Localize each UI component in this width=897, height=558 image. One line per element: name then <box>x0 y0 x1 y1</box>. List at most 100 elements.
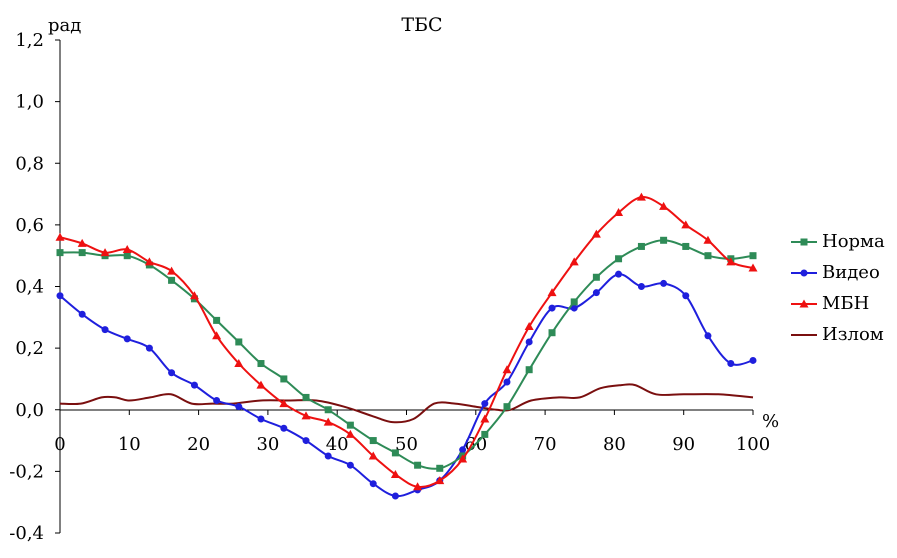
series-2 <box>56 270 757 500</box>
data-point <box>436 464 444 472</box>
data-point <box>569 257 579 266</box>
y-axis-label: рад <box>48 15 81 36</box>
y-tick-label: 0,0 <box>15 400 44 421</box>
data-point <box>324 406 332 414</box>
data-point <box>368 451 378 460</box>
data-point <box>302 437 310 445</box>
data-point <box>480 414 490 423</box>
data-point <box>749 252 757 260</box>
data-point <box>660 236 668 244</box>
data-point <box>257 360 265 368</box>
legend-swatch <box>791 238 817 245</box>
data-point <box>524 322 534 331</box>
data-point <box>101 326 109 334</box>
data-point <box>502 365 512 374</box>
data-point <box>660 279 668 287</box>
data-point <box>346 421 354 429</box>
data-point <box>212 331 222 340</box>
data-point <box>681 220 691 229</box>
x-tick-label: 100 <box>736 434 770 455</box>
data-point <box>391 492 399 500</box>
data-point <box>704 252 712 260</box>
data-point <box>369 437 377 445</box>
data-point <box>56 249 64 257</box>
y-tick-label: -0,4 <box>9 523 44 544</box>
data-point <box>703 235 713 244</box>
data-point <box>256 380 266 389</box>
data-point <box>591 229 601 238</box>
data-point <box>458 454 468 463</box>
data-point <box>257 415 265 423</box>
data-point <box>345 429 355 438</box>
data-point <box>302 393 310 401</box>
data-point <box>323 417 333 426</box>
data-point <box>548 304 556 312</box>
data-point <box>570 304 578 312</box>
data-point <box>481 430 489 438</box>
series-layer <box>55 192 758 500</box>
x-tick-label: 80 <box>603 434 626 455</box>
legend-swatch <box>791 333 817 336</box>
legend-item: МБН <box>790 288 885 319</box>
data-point <box>481 400 489 408</box>
x-tick-label: 40 <box>326 434 349 455</box>
data-point <box>213 316 221 324</box>
x-tick-label: 70 <box>534 434 557 455</box>
series-3 <box>55 192 758 491</box>
data-point <box>548 329 556 337</box>
legend-label: Излом <box>822 324 884 345</box>
data-point <box>570 298 578 306</box>
data-point <box>390 469 400 478</box>
data-point <box>727 360 735 368</box>
legend-item: Видео <box>790 257 885 288</box>
data-point <box>77 238 87 247</box>
data-point <box>123 252 131 260</box>
series-line <box>59 383 754 424</box>
data-point <box>56 292 64 300</box>
y-tick-label: 0,6 <box>15 215 44 236</box>
data-point <box>301 411 311 420</box>
chart-title: ТБС <box>401 14 442 36</box>
data-point <box>391 449 399 457</box>
data-point <box>145 344 153 352</box>
legend-swatch-marker <box>800 269 808 276</box>
data-point <box>525 366 533 374</box>
data-point <box>346 461 354 469</box>
legend-label: МБН <box>822 293 870 314</box>
x-tick-label: 90 <box>672 434 695 455</box>
data-point <box>168 276 176 284</box>
x-axis-label: % <box>762 411 779 432</box>
x-tick-label: 30 <box>256 434 279 455</box>
x-tick-label: 0 <box>54 434 65 455</box>
y-tick-label: 0,8 <box>15 153 44 174</box>
data-point <box>682 292 690 300</box>
data-point <box>324 452 332 460</box>
data-point <box>636 192 646 201</box>
legend-swatch-marker <box>800 238 808 245</box>
legend-swatch <box>791 299 817 307</box>
data-point <box>167 266 177 275</box>
data-point <box>637 283 645 290</box>
data-point <box>748 263 758 272</box>
data-point <box>459 446 467 454</box>
data-point <box>615 255 623 263</box>
axes: 1,2 1,0 0,8 0,6 0,4 0,2 0,0 -0,2 -0,4 0 10 20 30 40 50… <box>9 30 770 544</box>
data-point <box>190 381 198 389</box>
data-point <box>369 480 377 488</box>
x-tick-label: 20 <box>187 434 210 455</box>
data-point <box>123 335 131 343</box>
legend-item: Излом <box>790 319 885 350</box>
data-point <box>78 249 86 257</box>
legend-item: Норма <box>790 226 885 257</box>
y-tick-label: 1,0 <box>15 92 44 113</box>
data-point <box>659 201 669 210</box>
data-point <box>435 476 445 485</box>
data-point <box>78 310 86 318</box>
data-point <box>525 338 533 346</box>
data-point <box>189 291 199 300</box>
data-point <box>749 356 757 364</box>
data-point <box>726 257 736 266</box>
data-point <box>55 232 65 241</box>
data-point <box>144 257 154 266</box>
y-tick-label: 1,2 <box>15 30 44 51</box>
